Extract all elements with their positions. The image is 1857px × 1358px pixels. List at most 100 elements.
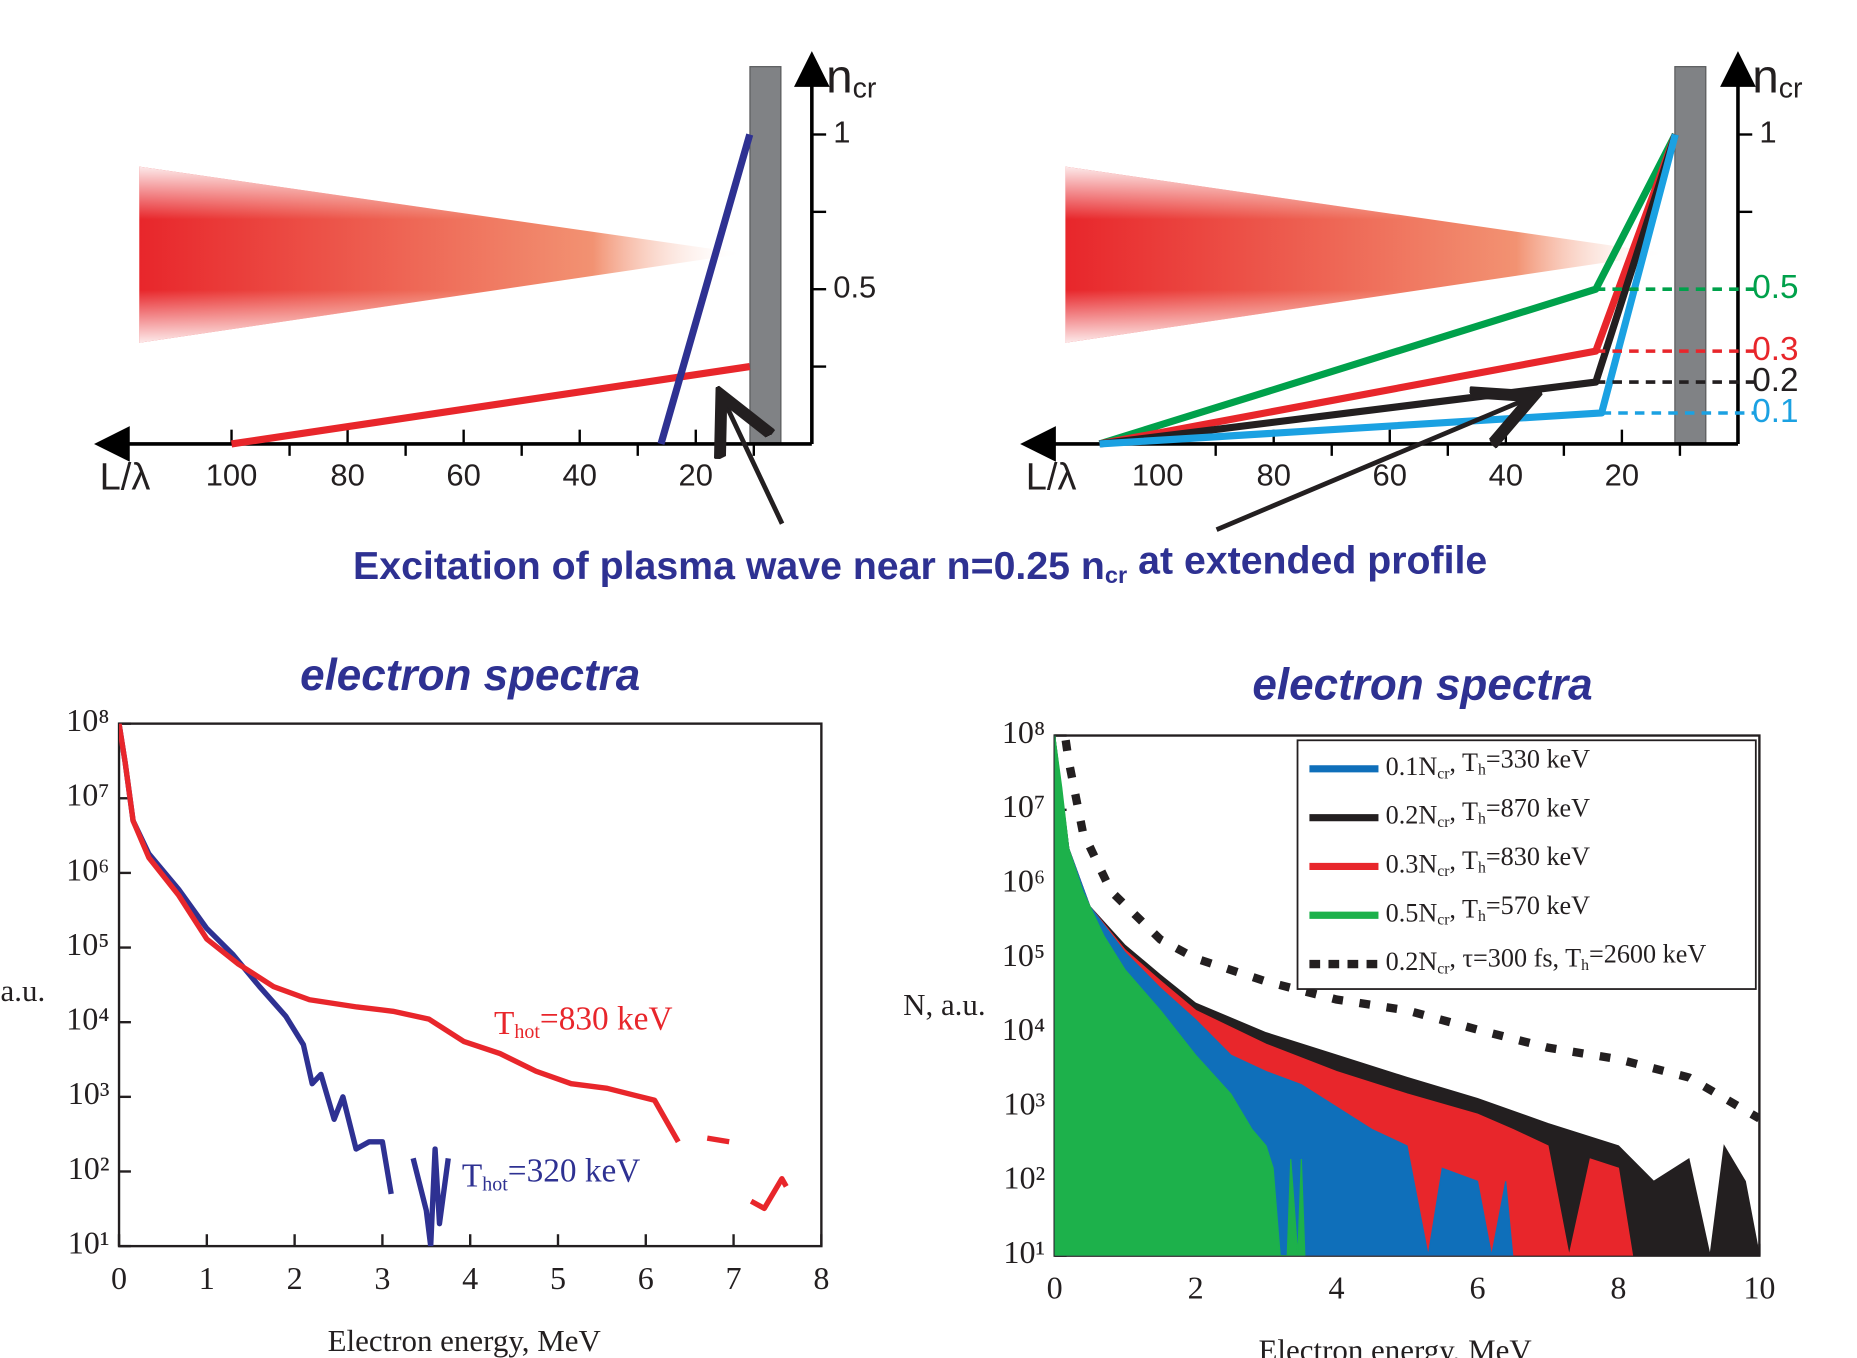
x-tick-label: 100 — [1132, 457, 1184, 492]
x-tick-label: 10 — [1743, 1270, 1775, 1306]
text-part: cr — [1437, 960, 1450, 977]
y-axis-label: N, a.u. — [0, 973, 45, 1008]
y-tick-label: 10³ — [1003, 1085, 1045, 1121]
x-tick-label: 8 — [813, 1260, 829, 1296]
y-tick-label: 10⁵ — [1002, 937, 1045, 973]
y-tick-label: 10⁶ — [1002, 863, 1045, 899]
text-part: cr — [1437, 765, 1450, 782]
x-tick-label: 0 — [1047, 1270, 1063, 1306]
x-tick-label: 2 — [1188, 1270, 1204, 1306]
text-part: , T — [1449, 846, 1478, 875]
series-line — [231, 363, 751, 448]
level-label: 0.3 — [1752, 331, 1798, 368]
x-axis-label: L/λ — [1026, 457, 1077, 499]
text-part: 0.2N — [1386, 801, 1438, 830]
annotation: Thot=830 keV — [494, 1000, 673, 1043]
legend-label: 0.5Ncr, Th=570 keV — [1386, 891, 1591, 928]
laser-beam — [139, 166, 1667, 343]
x-tick-label: 1 — [199, 1260, 215, 1296]
caption: Excitation of plasma wave near n=0.25 nc… — [353, 539, 1487, 589]
text-part: T — [494, 1005, 514, 1042]
text-part: =870 keV — [1486, 793, 1590, 822]
y-tick-label: 10⁷ — [1002, 788, 1045, 824]
chart-title: electron spectra — [1252, 661, 1592, 710]
x-axis-label: Electron energy, MeV — [328, 1323, 601, 1358]
x-tick-label: 60 — [446, 457, 480, 492]
y-tick-label: 10¹ — [68, 1224, 110, 1260]
x-tick-label: 5 — [550, 1260, 566, 1296]
y-tick-label: 10³ — [68, 1075, 110, 1111]
text-part: 0.5N — [1386, 898, 1438, 927]
x-tick-label: 100 — [206, 457, 258, 492]
chart: electron spectra Electron energy, MeV N, a… — [0, 651, 829, 1358]
y-tick-label: 10⁴ — [66, 1001, 109, 1037]
text-part: =320 keV — [508, 1152, 641, 1189]
x-axis-label: Electron energy, MeV — [1259, 1332, 1532, 1358]
x-tick-label: 3 — [374, 1260, 390, 1296]
y-tick-label: 10¹ — [1003, 1234, 1045, 1270]
text-part: , τ=300 fs, T — [1449, 943, 1581, 972]
plot-area — [231, 133, 754, 448]
plot-area — [1054, 735, 1760, 1256]
legend-label: 0.2Ncr, τ=300 fs, Th=2600 keV — [1386, 940, 1707, 977]
text-part: cr — [853, 72, 877, 104]
x-tick-label: 80 — [1256, 457, 1290, 492]
text-part: Excitation of plasma wave near n=0.25 n — [353, 544, 1105, 588]
text-part: h — [1478, 810, 1486, 827]
y-tick-label: 10² — [1003, 1160, 1045, 1196]
chart-title: electron spectra — [300, 651, 640, 700]
legend-label: 0.1Ncr, Th=330 keV — [1386, 745, 1591, 782]
text-part: h — [1478, 908, 1486, 925]
legend-label: 0.3Ncr, Th=830 keV — [1386, 842, 1591, 879]
x-tick-label: 6 — [638, 1260, 654, 1296]
x-tick-label: 7 — [726, 1260, 742, 1296]
x-tick-label: 80 — [330, 457, 364, 492]
x-tick-label: 8 — [1610, 1270, 1626, 1306]
y-tick-label: 10² — [68, 1150, 110, 1186]
text-part: , T — [1449, 895, 1478, 924]
series-line — [119, 723, 789, 1212]
y-axis-label: ncr — [1752, 50, 1803, 104]
y-tick-label: 1 — [833, 115, 850, 150]
y-tick-label: 10⁵ — [66, 926, 109, 962]
y-tick-label: 1 — [1759, 115, 1776, 150]
plot-area — [119, 723, 789, 1247]
chart: ncr L/λ 100 80 60 40 20 0.5 1 — [94, 50, 877, 499]
y-tick-label: 10⁴ — [1002, 1011, 1045, 1047]
text-part: h — [1478, 761, 1486, 778]
x-tick-label: 4 — [462, 1260, 478, 1296]
y-tick-label: 10⁷ — [66, 777, 109, 813]
series-line — [1060, 735, 1760, 1123]
x-tick-label: 20 — [679, 457, 713, 492]
text-part: =330 keV — [1486, 745, 1590, 774]
level-label: 0.5 — [1752, 269, 1798, 306]
x-tick-label: 40 — [1489, 457, 1523, 492]
x-tick-label: 2 — [287, 1260, 303, 1296]
chart: electron spectra Electron energy, MeV N, a… — [903, 661, 1775, 1358]
series-line — [119, 723, 451, 1247]
x-tick-label: 20 — [1605, 457, 1639, 492]
series-area — [1054, 735, 1306, 1256]
text-part: =2600 keV — [1589, 940, 1706, 969]
pointer-arrows — [721, 395, 1533, 532]
x-tick-label: 40 — [563, 457, 597, 492]
series-line — [657, 133, 754, 445]
text-part: cr — [1437, 814, 1450, 831]
series-line — [1099, 133, 1679, 448]
text-part: =570 keV — [1486, 891, 1590, 920]
x-axis-label: L/λ — [100, 457, 151, 499]
y-tick-label: 0.5 — [833, 269, 876, 304]
text-part: cr — [1105, 562, 1127, 588]
text-part: =830 keV — [540, 1000, 673, 1037]
x-tick-label: 0 — [111, 1260, 127, 1296]
legend-label: 0.2Ncr, Th=870 keV — [1386, 793, 1591, 830]
text-part: 0.2N — [1386, 947, 1438, 976]
text-part: cr — [1779, 72, 1803, 104]
y-tick-label: 10⁸ — [1002, 714, 1045, 750]
text-part: hot — [514, 1021, 540, 1043]
text-part: n — [1752, 50, 1778, 103]
text-part: =830 keV — [1486, 842, 1590, 871]
